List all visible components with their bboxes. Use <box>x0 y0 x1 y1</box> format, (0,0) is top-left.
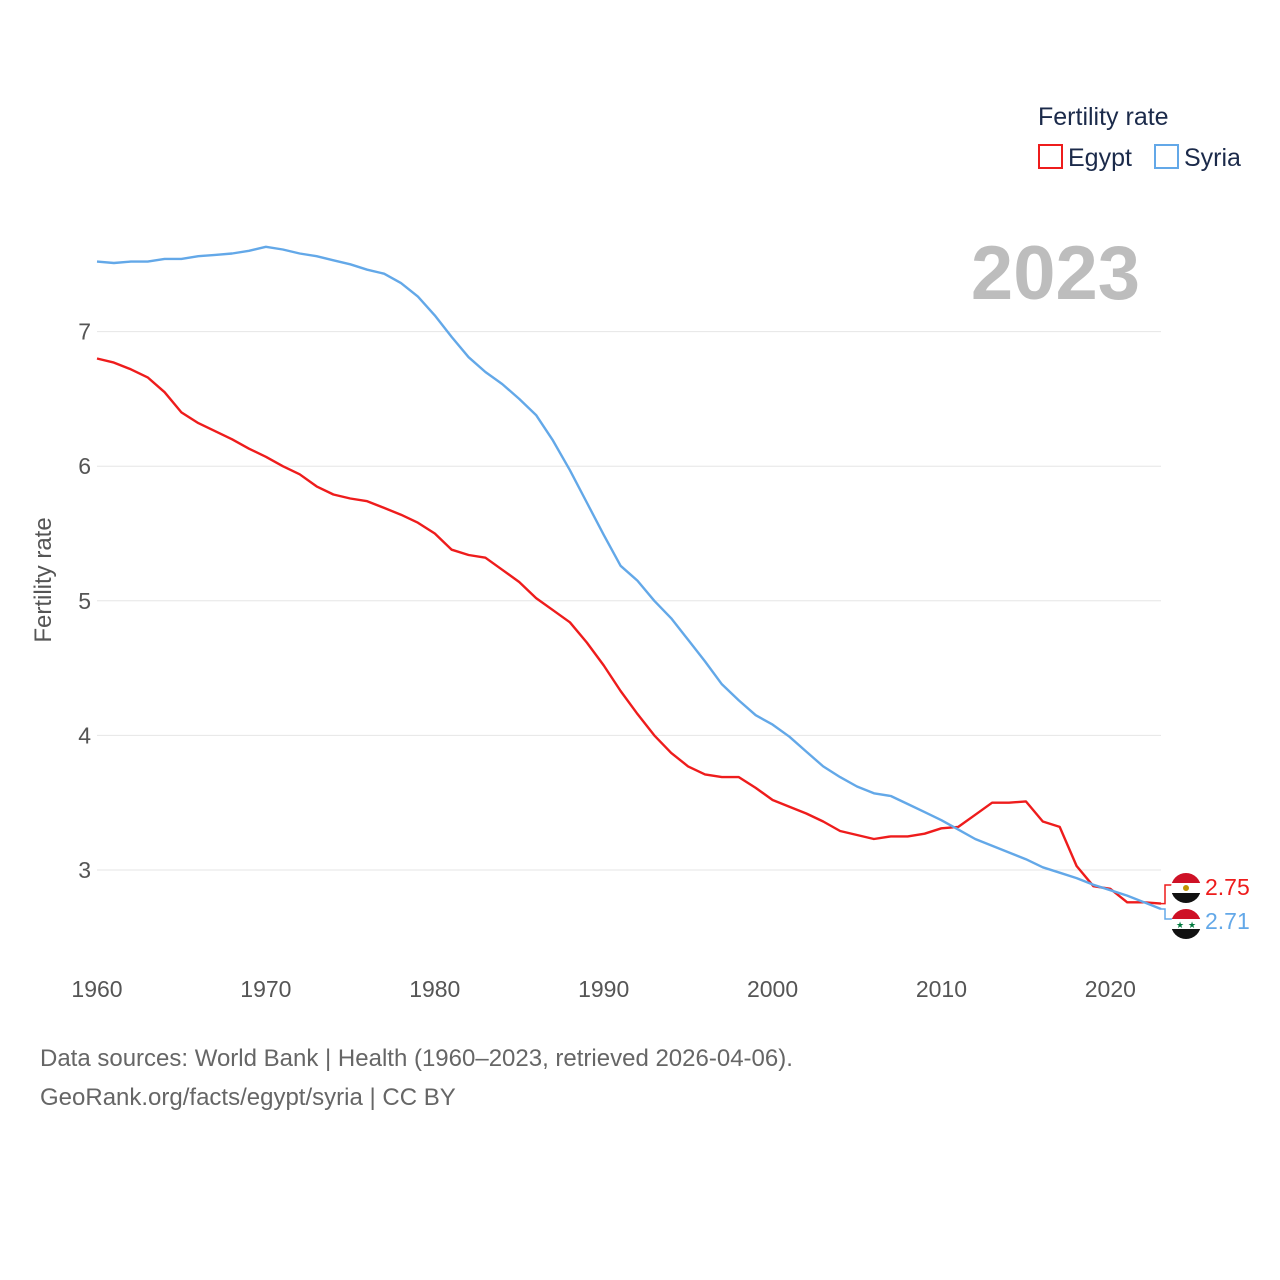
x-tick-label: 1980 <box>409 976 460 1002</box>
y-tick-label: 7 <box>78 319 91 345</box>
gridlines <box>97 331 1161 871</box>
svg-text:★: ★ <box>1188 921 1196 931</box>
x-tick-label: 2020 <box>1085 976 1136 1002</box>
legend: Fertility rate Egypt Syria <box>1038 103 1241 172</box>
end-label-syria: 2.71 <box>1205 908 1250 934</box>
y-tick-label: 4 <box>78 722 91 748</box>
x-axis-ticks: 1960 1970 1980 1990 2000 2010 2020 <box>71 976 1136 1002</box>
year-label: 2023 <box>971 231 1140 316</box>
series-lines <box>96 245 1162 911</box>
x-tick-label: 1990 <box>578 976 629 1002</box>
y-axis-title: Fertility rate <box>30 517 57 642</box>
y-tick-label: 5 <box>78 588 91 614</box>
legend-swatch-egypt <box>1038 144 1063 169</box>
y-tick-label: 6 <box>78 453 91 479</box>
y-tick-label: 3 <box>78 857 91 883</box>
legend-label-syria[interactable]: Syria <box>1184 144 1241 172</box>
svg-text:★: ★ <box>1176 921 1184 931</box>
x-tick-label: 2010 <box>916 976 967 1002</box>
legend-swatch-syria <box>1154 144 1179 169</box>
end-labels: 2.75 2.71 <box>1161 874 1250 934</box>
end-label-connector-syria <box>1161 908 1172 920</box>
x-tick-label: 1960 <box>71 976 122 1002</box>
end-label-egypt: 2.75 <box>1205 874 1250 900</box>
data-source-note: Data sources: World Bank | Health (1960–… <box>40 1045 793 1072</box>
y-axis-ticks: 3 4 5 6 7 <box>78 319 91 883</box>
series-line-syria[interactable] <box>96 245 1162 911</box>
x-tick-label: 1970 <box>240 976 291 1002</box>
syria-flag-icon: ★ ★ <box>1171 909 1201 939</box>
legend-label-egypt[interactable]: Egypt <box>1068 144 1132 172</box>
egypt-flag-icon <box>1171 873 1201 903</box>
x-tick-label: 2000 <box>747 976 798 1002</box>
end-label-connector-egypt <box>1161 884 1172 905</box>
source-link[interactable]: GeoRank.org/facts/egypt/syria | CC BY <box>40 1084 456 1111</box>
legend-title: Fertility rate <box>1038 103 1169 131</box>
series-line-egypt[interactable] <box>96 357 1162 905</box>
